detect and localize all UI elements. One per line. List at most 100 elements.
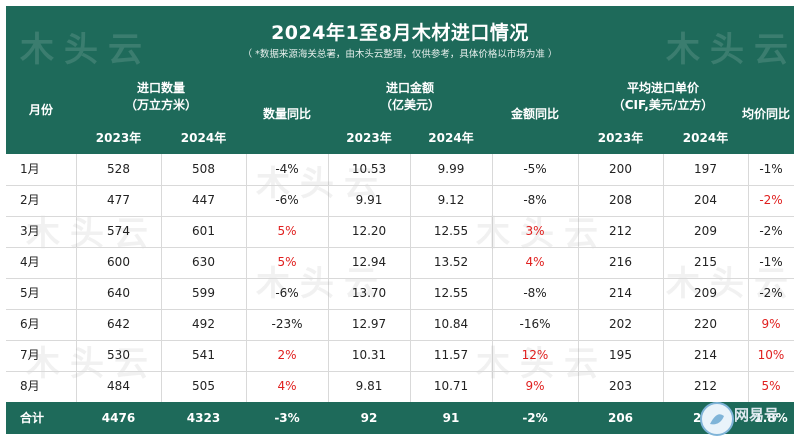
cell-vol-2023: 600 bbox=[107, 255, 130, 269]
total-price-2023: 206 bbox=[607, 411, 634, 425]
cell-price-2024: 212 bbox=[694, 379, 717, 393]
cell-price-yoy: 10% bbox=[757, 348, 785, 362]
total-label: 合计 bbox=[20, 411, 45, 425]
cell-amt-2023: 12.97 bbox=[351, 317, 387, 331]
cell-price-2024: 204 bbox=[694, 193, 717, 207]
cell-month: 1月 bbox=[20, 162, 40, 176]
cell-vol-2024: 492 bbox=[192, 317, 215, 331]
cell-amt-2023: 12.94 bbox=[351, 255, 387, 269]
cell-vol-2023: 530 bbox=[107, 348, 130, 362]
cell-vol-yoy: 2% bbox=[277, 348, 297, 362]
total-volume-2023: 4476 bbox=[101, 411, 136, 425]
total-price-yoy: 1.8% bbox=[754, 411, 788, 425]
cell-vol-yoy: 4% bbox=[277, 379, 297, 393]
cell-amt-yoy: 4% bbox=[525, 255, 545, 269]
cell-amt-yoy: -8% bbox=[523, 286, 547, 300]
cell-amt-2023: 9.81 bbox=[355, 379, 383, 393]
table-row: 8月 484 505 4% 9.81 10.71 9% 203 212 5% bbox=[6, 371, 794, 403]
cell-vol-2024: 447 bbox=[192, 193, 215, 207]
cell-price-yoy: -1% bbox=[759, 162, 783, 176]
page-title: 2024年1至8月木材进口情况 bbox=[271, 22, 529, 44]
cell-price-2023: 195 bbox=[609, 348, 632, 362]
table-row: 1月 528 508 -4% 10.53 9.99 -5% 200 197 -1% bbox=[6, 154, 794, 186]
cell-amt-2023: 10.53 bbox=[351, 162, 387, 176]
cell-price-2023: 212 bbox=[609, 224, 632, 238]
cell-amt-2024: 12.55 bbox=[433, 286, 469, 300]
table-row: 3月 574 601 5% 12.20 12.55 3% 212 209 -2% bbox=[6, 216, 794, 248]
table-row: 7月 530 541 2% 10.31 11.57 12% 195 214 10% bbox=[6, 340, 794, 372]
cell-month: 6月 bbox=[20, 317, 40, 331]
cell-price-yoy: -1% bbox=[759, 255, 783, 269]
cell-vol-2024: 630 bbox=[192, 255, 215, 269]
header-month: 月份 bbox=[28, 103, 53, 117]
cell-price-2024: 220 bbox=[694, 317, 717, 331]
watermark: 木头云 bbox=[666, 264, 798, 304]
cell-amt-2023: 13.70 bbox=[351, 286, 387, 300]
cell-price-yoy: 9% bbox=[761, 317, 781, 331]
logo-text: 网易号 bbox=[734, 406, 780, 424]
cell-price-2023: 203 bbox=[609, 379, 632, 393]
import-table-card: 木头云 木头云 2024年1至8月木材进口情况 （ *数据来源海关总署，由木头云… bbox=[6, 6, 794, 434]
header-price-2024: 2024年 bbox=[682, 131, 729, 145]
cell-month: 7月 bbox=[20, 348, 40, 362]
cell-vol-2023: 642 bbox=[107, 317, 130, 331]
header-volume-2024: 2024年 bbox=[180, 131, 227, 145]
watermark: 木头云 bbox=[20, 30, 152, 70]
watermark: 木头云 bbox=[256, 164, 388, 204]
cell-amt-yoy: 9% bbox=[525, 379, 545, 393]
table-row: 6月 642 492 -23% 12.97 10.84 -16% 202 220 9% bbox=[6, 309, 794, 341]
cell-month: 8月 bbox=[20, 379, 40, 393]
cell-amt-2024: 9.12 bbox=[437, 193, 465, 207]
cell-month: 2月 bbox=[20, 193, 40, 207]
cell-vol-2023: 574 bbox=[107, 224, 130, 238]
cell-vol-yoy: -6% bbox=[275, 193, 299, 207]
cell-vol-yoy: 5% bbox=[277, 255, 297, 269]
cell-price-yoy: 5% bbox=[761, 379, 781, 393]
watermark: 木头云 bbox=[256, 264, 388, 304]
total-row: 合计 4476 4323 -3% 92 91 -2% 206 210 1.8% bbox=[6, 402, 794, 434]
total-amount-2024: 91 bbox=[442, 411, 460, 425]
cell-price-2023: 208 bbox=[609, 193, 632, 207]
total-volume-yoy: -3% bbox=[274, 411, 300, 425]
table-row: 5月 640 599 -6% 13.70 12.55 -8% 214 209 -2% bbox=[6, 278, 794, 310]
total-amount-2023: 92 bbox=[360, 411, 378, 425]
table-row: 4月 600 630 5% 12.94 13.52 4% 216 215 -1% bbox=[6, 247, 794, 279]
header-volume-2023: 2023年 bbox=[95, 131, 142, 145]
header-amount-unit: （亿美元） bbox=[379, 98, 440, 112]
watermark: 木头云 bbox=[666, 30, 798, 70]
cell-amt-2023: 12.20 bbox=[351, 224, 387, 238]
cell-vol-yoy: -6% bbox=[275, 286, 299, 300]
header-price-yoy: 均价同比 bbox=[741, 107, 790, 121]
cell-amt-yoy: 12% bbox=[521, 348, 549, 362]
header-volume-yoy: 数量同比 bbox=[262, 107, 311, 121]
cell-month: 3月 bbox=[20, 224, 40, 238]
cell-amt-2024: 13.52 bbox=[433, 255, 469, 269]
cell-amt-2023: 10.31 bbox=[351, 348, 387, 362]
cell-vol-yoy: 5% bbox=[277, 224, 297, 238]
cell-price-yoy: -2% bbox=[759, 224, 783, 238]
cell-vol-yoy: -4% bbox=[275, 162, 299, 176]
page-subtitle: （ *数据来源海关总署，由木头云整理，仅供参考，具体价格以市场为准 ） bbox=[242, 49, 558, 60]
cell-amt-yoy: -8% bbox=[523, 193, 547, 207]
cell-price-2023: 216 bbox=[609, 255, 632, 269]
watermark: 木头云 bbox=[26, 344, 158, 384]
cell-price-2024: 197 bbox=[694, 162, 717, 176]
cell-vol-2023: 640 bbox=[107, 286, 130, 300]
cell-vol-2023: 528 bbox=[107, 162, 130, 176]
watermark: 木头云 bbox=[476, 344, 608, 384]
netease-logo-icon bbox=[700, 402, 734, 436]
cell-amt-2023: 9.91 bbox=[355, 193, 383, 207]
cell-amt-yoy: 3% bbox=[525, 224, 545, 238]
header-volume-title: 进口数量 bbox=[136, 81, 185, 95]
cell-price-2024: 209 bbox=[694, 224, 717, 238]
header-price-title: 平均进口单价 bbox=[626, 81, 699, 95]
table-row: 2月 477 447 -6% 9.91 9.12 -8% 208 204 -2% bbox=[6, 185, 794, 217]
cell-amt-2024: 10.71 bbox=[433, 379, 469, 393]
cell-month: 4月 bbox=[20, 255, 40, 269]
cell-vol-2024: 508 bbox=[192, 162, 215, 176]
header-amount-2023: 2023年 bbox=[346, 131, 392, 145]
cell-amt-yoy: -16% bbox=[519, 317, 551, 331]
header-price-2023: 2023年 bbox=[597, 131, 644, 145]
header-amount-2024: 2024年 bbox=[428, 131, 474, 145]
cell-price-2024: 215 bbox=[694, 255, 717, 269]
